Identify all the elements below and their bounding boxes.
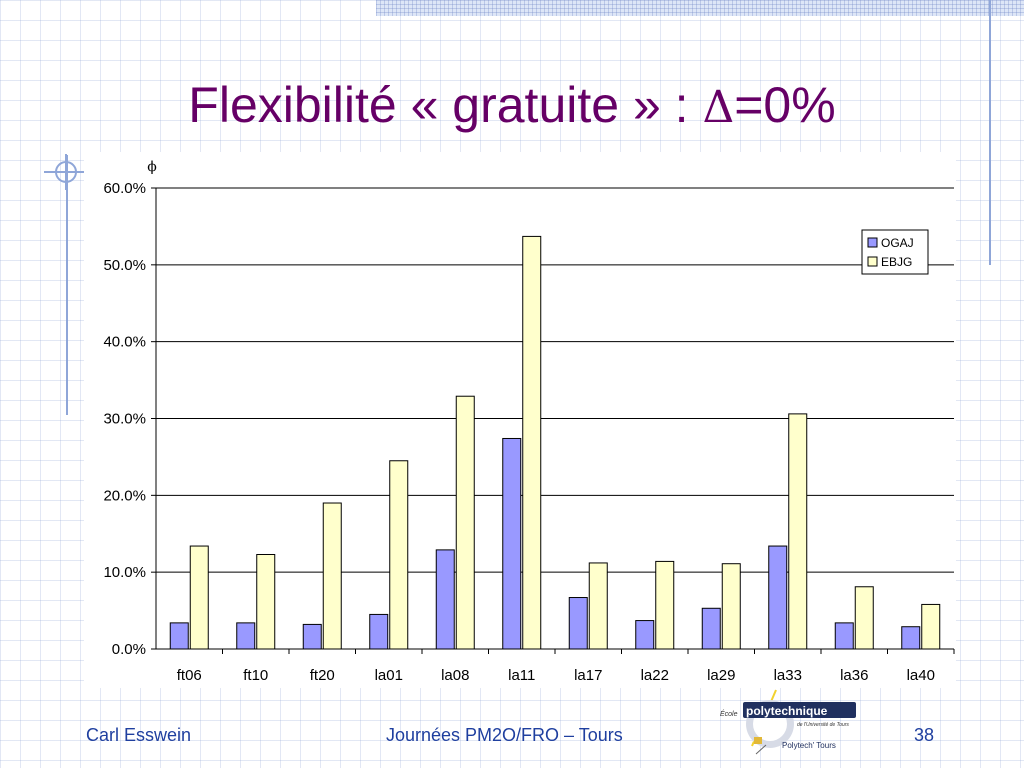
bar-ogaj bbox=[701, 607, 721, 650]
logo-subtitle-text: de l'Université de Tours bbox=[797, 722, 849, 728]
y-tick-label: 50.0% bbox=[103, 257, 146, 274]
y-tick-label: 10.0% bbox=[103, 564, 146, 581]
y-tick-label: 40.0% bbox=[103, 334, 146, 351]
bar-ogaj bbox=[901, 626, 921, 650]
x-tick-label: la29 bbox=[707, 667, 735, 684]
x-tick-label: la33 bbox=[774, 667, 802, 684]
legend-swatch bbox=[867, 237, 878, 248]
x-tick-label: la08 bbox=[441, 667, 469, 684]
x-tick-label: la17 bbox=[574, 667, 602, 684]
bar-ogaj bbox=[435, 549, 455, 650]
footer-event: Journées PM2O/FRO – Tours bbox=[386, 725, 623, 745]
bar-ogaj bbox=[369, 613, 389, 650]
y-tick-label: 30.0% bbox=[103, 411, 146, 428]
title-text: Flexibilité « gratuite » : bbox=[188, 77, 703, 133]
bar-ebjg bbox=[921, 603, 941, 650]
bar-ogaj bbox=[169, 622, 189, 650]
bar-ogaj bbox=[236, 622, 256, 650]
decor-vertical-line bbox=[989, 0, 991, 265]
bar-ebjg bbox=[322, 502, 342, 650]
title-delta-symbol: Δ bbox=[702, 82, 735, 133]
bar-ebjg bbox=[721, 563, 741, 650]
legend-swatch bbox=[867, 256, 878, 267]
x-tick-label: ft20 bbox=[310, 667, 335, 684]
top-decor-band bbox=[376, 0, 1024, 16]
bar-ebjg bbox=[588, 562, 608, 650]
x-tick-label: la36 bbox=[840, 667, 868, 684]
bar-ebjg bbox=[655, 560, 675, 650]
bar-ogaj bbox=[502, 437, 522, 650]
logo-ecole-text: École bbox=[720, 709, 738, 718]
x-tick-label: la11 bbox=[508, 667, 535, 684]
x-tick-label: ft10 bbox=[243, 667, 268, 684]
decor-left-line bbox=[66, 155, 68, 415]
slide-title: Flexibilité « gratuite » : Δ=0% bbox=[0, 74, 1024, 139]
legend-box bbox=[861, 229, 929, 275]
legend-label: OGAJ bbox=[881, 236, 914, 250]
bar-ogaj bbox=[635, 620, 655, 650]
y-tick-label: 20.0% bbox=[103, 487, 146, 504]
x-tick-label: la22 bbox=[641, 667, 669, 684]
title-suffix: =0% bbox=[734, 77, 836, 133]
legend-label: EBJG bbox=[881, 255, 912, 269]
y-axis-symbol: ϕ bbox=[147, 159, 157, 175]
bar-ebjg bbox=[854, 586, 874, 650]
bar-ebjg bbox=[256, 553, 276, 650]
x-tick-label: ft06 bbox=[177, 667, 202, 684]
bar-ebjg bbox=[389, 460, 409, 650]
x-tick-label: la01 bbox=[375, 667, 403, 684]
footer-page-number: 38 bbox=[914, 725, 935, 745]
bar-ebjg bbox=[788, 413, 808, 650]
bar-ogaj bbox=[768, 545, 788, 650]
x-tick-label: la40 bbox=[907, 667, 935, 684]
logo-tagline-text: Polytech' Tours bbox=[782, 741, 836, 750]
bar-ebjg bbox=[522, 235, 542, 650]
footer-author: Carl Esswein bbox=[86, 725, 192, 745]
y-tick-label: 0.0% bbox=[112, 641, 146, 658]
y-tick-label: 60.0% bbox=[103, 180, 146, 197]
logo-name-text: polytechnique bbox=[746, 704, 828, 718]
bar-chart: 0.0% 10.0% 20.0% 30.0% 40.0% 50.0% 60.0%ϕ ft06 f… bbox=[103, 159, 955, 684]
polytech-logo: École polytechnique de l'Université de T… bbox=[720, 689, 856, 755]
crosshair-decor-icon bbox=[44, 154, 88, 190]
bar-ogaj bbox=[568, 597, 588, 650]
bar-ogaj bbox=[302, 623, 322, 650]
bar-ebjg bbox=[455, 395, 475, 650]
bar-ogaj bbox=[834, 622, 854, 650]
bar-ebjg bbox=[189, 545, 209, 650]
